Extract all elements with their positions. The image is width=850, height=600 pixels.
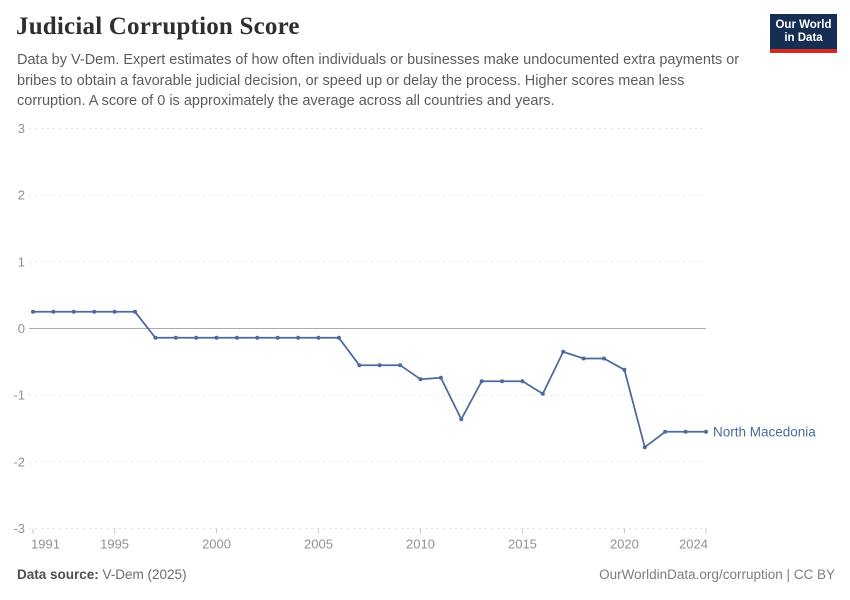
data-point[interactable] xyxy=(581,356,586,361)
data-point[interactable] xyxy=(92,309,97,314)
y-axis-tick-label: 1 xyxy=(18,254,25,269)
owid-logo-line1: Our World xyxy=(775,19,832,31)
data-point[interactable] xyxy=(316,335,321,340)
data-point[interactable] xyxy=(194,335,199,340)
chart-subtitle: Data by V-Dem. Expert estimates of how o… xyxy=(17,52,740,109)
data-point[interactable] xyxy=(500,379,505,384)
data-point[interactable] xyxy=(438,375,443,380)
data-point[interactable] xyxy=(51,309,56,314)
y-axis-tick-label: -2 xyxy=(13,454,25,469)
data-point[interactable] xyxy=(357,363,362,368)
series-entity-label[interactable]: North Macedonia xyxy=(713,424,816,439)
owid-logo[interactable]: Our World in Data xyxy=(770,14,837,53)
data-point[interactable] xyxy=(296,335,301,340)
data-point[interactable] xyxy=(133,309,137,314)
data-source-label: Data source: xyxy=(17,567,99,582)
y-axis-tick-label: -3 xyxy=(13,521,25,536)
x-axis-tick-label: 1995 xyxy=(100,537,129,552)
data-point[interactable] xyxy=(398,363,403,368)
data-point[interactable] xyxy=(663,429,668,434)
data-point[interactable] xyxy=(173,335,178,340)
data-point[interactable] xyxy=(377,363,382,368)
data-point[interactable] xyxy=(418,377,423,382)
data-point[interactable] xyxy=(622,367,627,372)
data-point[interactable] xyxy=(642,445,647,450)
data-point[interactable] xyxy=(112,309,117,314)
data-point[interactable] xyxy=(275,335,280,340)
data-point[interactable] xyxy=(31,309,35,314)
data-line[interactable] xyxy=(32,310,707,449)
data-point[interactable] xyxy=(234,335,239,340)
y-axis-tick-label: 2 xyxy=(18,188,25,203)
y-axis-tick-label: 3 xyxy=(18,121,25,136)
data-point[interactable] xyxy=(561,349,566,354)
data-point[interactable] xyxy=(602,356,606,361)
x-axis-tick-label: 2000 xyxy=(202,537,231,552)
chart-title: Judicial Corruption Score xyxy=(16,13,300,40)
data-point[interactable] xyxy=(153,335,158,340)
data-point[interactable] xyxy=(540,391,545,396)
x-axis-tick-label: 2010 xyxy=(406,537,435,552)
data-point[interactable] xyxy=(479,379,484,384)
y-axis-tick-label: 0 xyxy=(18,321,25,336)
data-point[interactable] xyxy=(520,379,525,384)
data-point[interactable] xyxy=(459,417,464,422)
data-point[interactable] xyxy=(214,335,219,340)
x-axis-tick-label: 2015 xyxy=(508,537,537,552)
data-source-note: Data source: V-Dem (2025) xyxy=(17,567,187,582)
x-axis-tick-label: 2024 xyxy=(679,537,708,552)
x-axis-tick-label: 2020 xyxy=(610,537,639,552)
x-axis-tick-label: 2005 xyxy=(304,537,333,552)
data-point[interactable] xyxy=(255,335,260,340)
data-point[interactable] xyxy=(71,309,76,314)
data-point[interactable] xyxy=(336,335,341,340)
attribution-link[interactable]: OurWorldinData.org/corruption | CC BY xyxy=(599,567,835,582)
y-axis-tick-label: -1 xyxy=(13,388,25,403)
owid-logo-line2: in Data xyxy=(784,32,823,44)
x-axis-tick-label: 1991 xyxy=(31,537,60,552)
data-source-value: V-Dem (2025) xyxy=(98,567,187,582)
data-point[interactable] xyxy=(683,429,688,434)
data-point[interactable] xyxy=(704,429,708,434)
